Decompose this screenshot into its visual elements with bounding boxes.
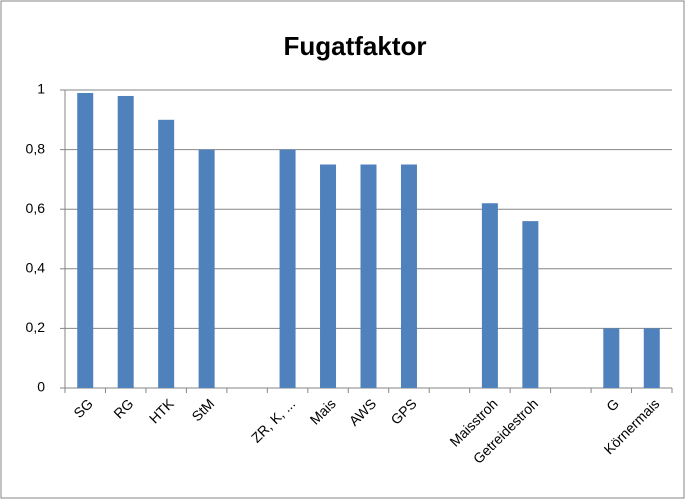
y-tick-label: 0,6 <box>26 200 46 216</box>
bar <box>77 92 94 388</box>
bar <box>400 164 417 388</box>
bar <box>279 149 296 388</box>
bar <box>522 221 539 388</box>
bar <box>360 164 377 388</box>
bar <box>643 328 660 388</box>
y-tick-label: 0,8 <box>26 140 46 156</box>
bar <box>481 203 498 388</box>
y-tick-label: 1 <box>37 81 45 97</box>
y-tick-label: 0 <box>37 379 45 395</box>
bar <box>320 164 337 388</box>
bar <box>117 95 134 389</box>
y-tick-label: 0,2 <box>26 319 46 335</box>
chart-title: Fugatfaktor <box>284 31 427 61</box>
bar <box>158 119 175 389</box>
bar <box>603 328 620 388</box>
y-tick-label: 0,4 <box>26 260 46 276</box>
bar <box>198 149 215 388</box>
